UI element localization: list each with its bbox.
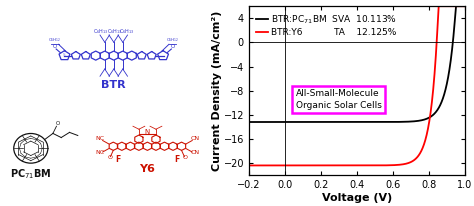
Text: All-Small-Molecule
Organic Solar Cells: All-Small-Molecule Organic Solar Cells bbox=[296, 89, 382, 110]
Text: N: N bbox=[145, 129, 150, 135]
Text: O: O bbox=[53, 44, 56, 49]
Text: Y6: Y6 bbox=[139, 164, 155, 174]
Text: O: O bbox=[182, 155, 188, 160]
Text: C$_6$H$_{12}$: C$_6$H$_{12}$ bbox=[166, 37, 180, 44]
Text: BTR: BTR bbox=[101, 80, 126, 90]
Text: O: O bbox=[56, 121, 60, 126]
Text: C$_6$H$_{13}$: C$_6$H$_{13}$ bbox=[93, 27, 109, 36]
Text: C$_6$H$_{12}$: C$_6$H$_{12}$ bbox=[48, 37, 61, 44]
Text: C$_6$H$_{13}$: C$_6$H$_{13}$ bbox=[118, 27, 134, 36]
Text: PC$_{71}$BM: PC$_{71}$BM bbox=[10, 168, 52, 181]
Text: NC: NC bbox=[95, 150, 104, 155]
Text: NC: NC bbox=[95, 136, 104, 141]
Text: CN: CN bbox=[191, 150, 200, 155]
Text: F: F bbox=[115, 155, 120, 164]
X-axis label: Voltage (V): Voltage (V) bbox=[321, 193, 392, 203]
Text: O: O bbox=[171, 44, 175, 49]
Text: F: F bbox=[174, 155, 180, 164]
Text: C$_6$H$_{13}$: C$_6$H$_{13}$ bbox=[107, 27, 123, 36]
Legend: BTR:PC$_{71}$BM  SVA  10.113%, BTR:Y6           TA    12.125%: BTR:PC$_{71}$BM SVA 10.113%, BTR:Y6 TA 1… bbox=[255, 12, 398, 38]
Text: CN: CN bbox=[191, 136, 200, 141]
Y-axis label: Current Density (mA/cm²): Current Density (mA/cm²) bbox=[212, 11, 222, 171]
Text: O: O bbox=[107, 155, 112, 160]
Text: S: S bbox=[63, 53, 65, 57]
